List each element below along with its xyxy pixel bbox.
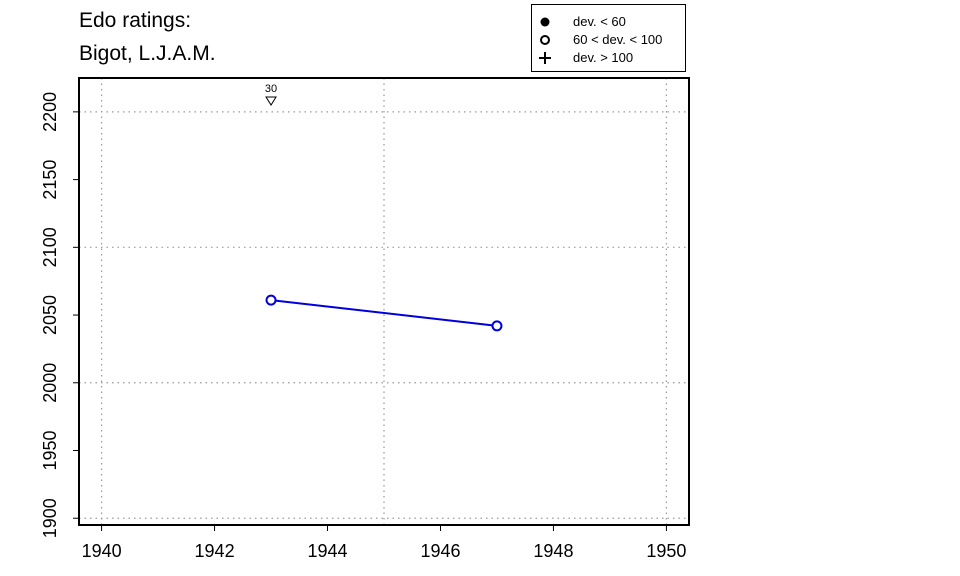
chart-title-line-1: Edo ratings: bbox=[79, 9, 192, 32]
x-tick-label: 1950 bbox=[646, 541, 686, 561]
data-point bbox=[265, 294, 277, 306]
x-tick-label: 1940 bbox=[82, 541, 122, 561]
x-axis: 1940 1942 1944 1946 1948 1950 bbox=[82, 525, 686, 561]
plot-frame bbox=[78, 77, 690, 526]
y-tick-label: 1950 bbox=[40, 430, 60, 470]
data-point bbox=[491, 320, 503, 332]
y-axis: 1900 1950 2000 2050 2100 2150 2200 bbox=[40, 92, 79, 538]
y-tick-label: 2100 bbox=[40, 227, 60, 267]
legend: dev. < 60 60 < dev. < 100 dev. > 100 bbox=[531, 4, 686, 72]
legend-item-mid-dev: 60 < dev. < 100 bbox=[532, 31, 685, 49]
open-circle-icon bbox=[540, 35, 550, 45]
annotation-label: 30 bbox=[265, 83, 277, 95]
legend-label: 60 < dev. < 100 bbox=[573, 32, 663, 47]
series-line bbox=[270, 299, 498, 327]
y-tick-label: 1900 bbox=[40, 498, 60, 538]
x-tick-label: 1946 bbox=[420, 541, 460, 561]
grid-lines bbox=[79, 78, 689, 525]
x-tick-label: 1948 bbox=[533, 541, 573, 561]
plus-icon bbox=[539, 52, 551, 64]
filled-circle-icon bbox=[540, 17, 550, 27]
legend-item-low-dev: dev. < 60 bbox=[532, 13, 685, 31]
annotation-layer: 30 bbox=[265, 83, 277, 106]
x-tick-label: 1944 bbox=[307, 541, 347, 561]
series-layer bbox=[265, 294, 503, 332]
legend-label: dev. > 100 bbox=[573, 50, 634, 65]
y-tick-label: 2000 bbox=[40, 363, 60, 403]
legend-item-high-dev: dev. > 100 bbox=[532, 49, 685, 67]
y-tick-label: 2150 bbox=[40, 160, 60, 200]
x-tick-label: 1942 bbox=[195, 541, 235, 561]
chart-title-line-2: Bigot, L.J.A.M. bbox=[79, 42, 216, 65]
y-tick-label: 2200 bbox=[40, 92, 60, 132]
legend-label: dev. < 60 bbox=[573, 14, 626, 29]
down-triangle-icon bbox=[265, 96, 277, 106]
y-tick-label: 2050 bbox=[40, 295, 60, 335]
